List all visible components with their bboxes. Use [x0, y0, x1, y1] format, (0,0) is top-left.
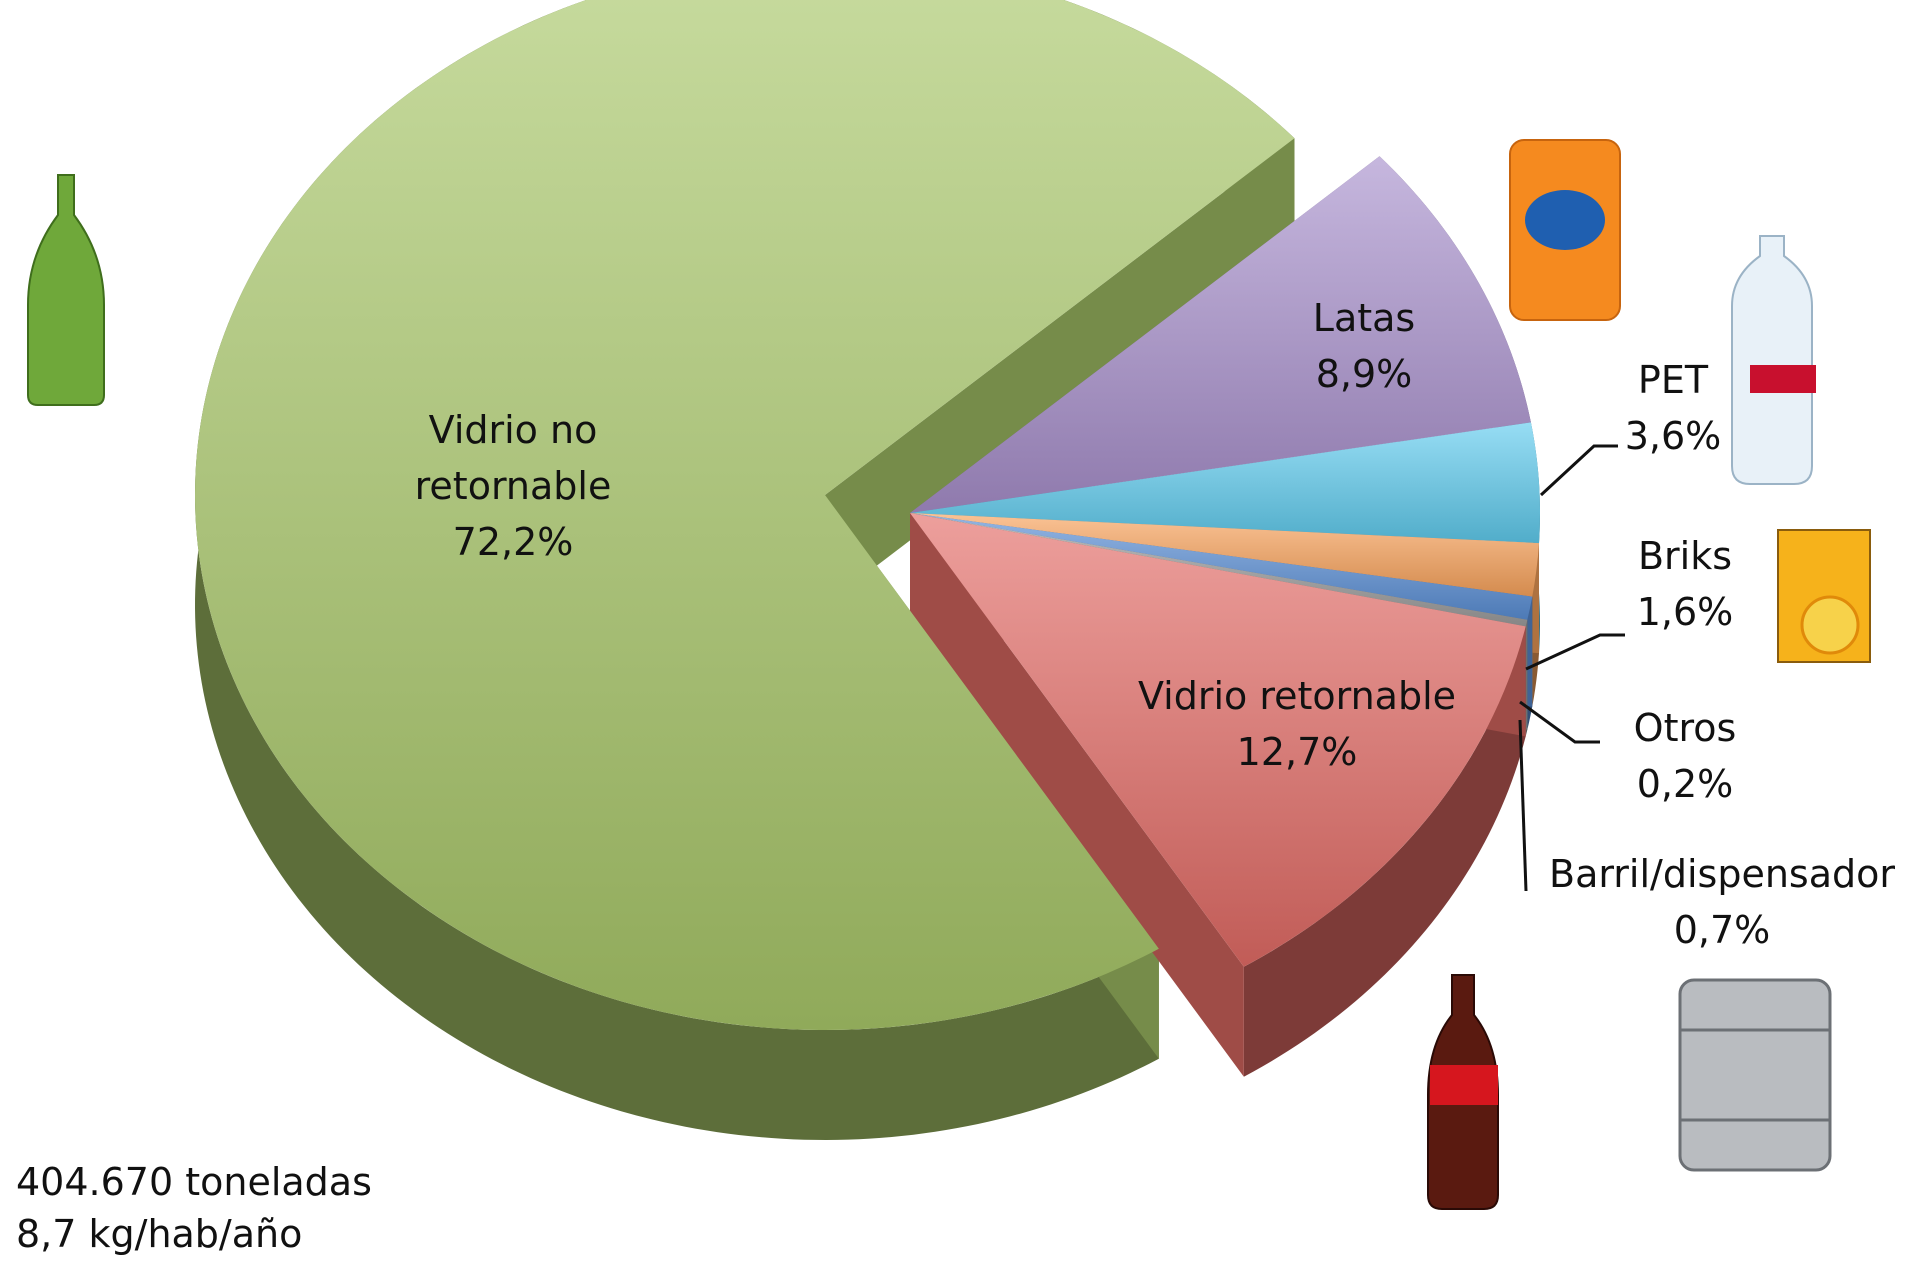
value-label: 72,2%: [452, 520, 574, 564]
icon-coke-label: [1430, 1065, 1498, 1105]
icon-pet: [1731, 235, 1813, 485]
slice-label: Barril/dispensador: [1549, 852, 1895, 896]
icon-keg: [1678, 978, 1832, 1172]
slice-label: Otros: [1633, 706, 1737, 750]
value-label: 8,9%: [1315, 352, 1413, 396]
leader-lines: [1518, 444, 1625, 892]
leader-line: [1519, 700, 1600, 744]
leader-line: [1518, 719, 1528, 892]
icon-can-logo: [1525, 190, 1605, 250]
slice-label: PET: [1637, 358, 1709, 402]
slice-label: Latas: [1312, 296, 1416, 340]
slice: [910, 422, 1540, 544]
slice-face: [910, 513, 1244, 1077]
slice-side: [1243, 626, 1526, 1077]
leader-line: [1539, 444, 1618, 497]
slice: [910, 513, 1540, 597]
annotation: 404.670 toneladas: [16, 1160, 372, 1204]
slice-face: [825, 138, 1295, 605]
slice-label: Vidrio retornable: [1137, 674, 1457, 718]
slice-label: Vidrio no retornable: [414, 408, 612, 508]
value-label: 1,6%: [1636, 590, 1734, 634]
slice: [195, 0, 1295, 1030]
slice: [910, 513, 1528, 627]
slice-tops: [195, 0, 1540, 1030]
value-label: 3,6%: [1624, 414, 1722, 458]
value-label: 0,2%: [1636, 762, 1734, 806]
slice: [910, 513, 1533, 620]
slice: [910, 513, 1526, 967]
icons: [27, 139, 1871, 1210]
icon-brik-orange: [1800, 595, 1860, 655]
slice: [910, 156, 1531, 513]
icon-pet-label: [1750, 365, 1816, 393]
slice-label: Briks: [1637, 534, 1733, 578]
leader-line: [1525, 633, 1625, 671]
value-label: 0,7%: [1673, 908, 1771, 952]
icon-bottle: [27, 174, 105, 406]
annotation: 8,7 kg/hab/año: [16, 1212, 303, 1256]
value-label: 12,7%: [1236, 730, 1358, 774]
